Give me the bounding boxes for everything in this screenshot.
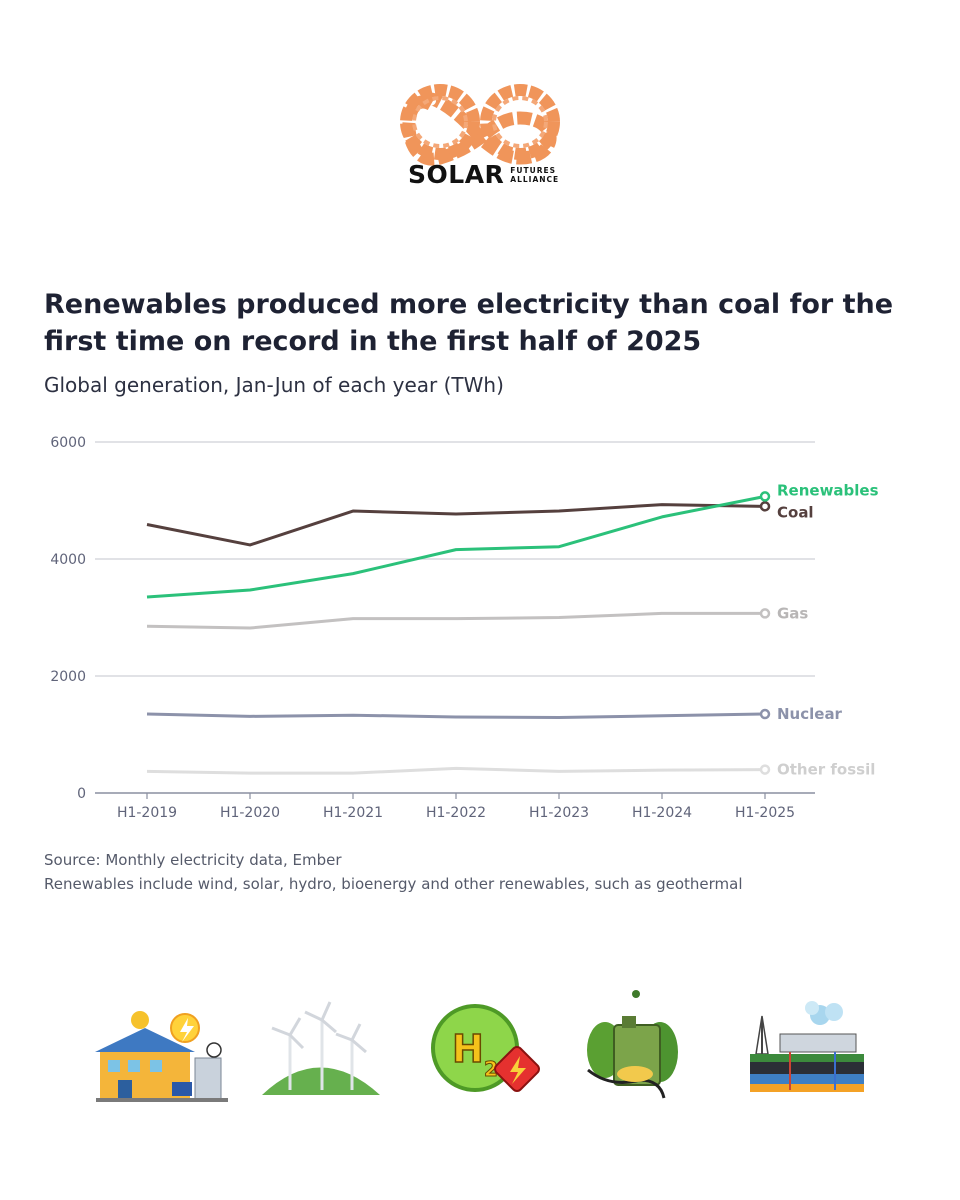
x-tick-label: H1-2023 — [529, 805, 589, 821]
series-end-marker-other-fossil — [759, 764, 771, 775]
series-line-other-fossil — [146, 766, 766, 775]
series-end-marker-nuclear — [759, 708, 771, 720]
x-tick-label: H1-2022 — [426, 805, 486, 821]
solar-house-icon — [95, 1011, 228, 1102]
series-label-renewables: Renewables — [777, 481, 879, 499]
footnote: Renewables include wind, solar, hydro, b… — [44, 875, 743, 893]
x-tick-label: H1-2019 — [117, 805, 177, 821]
brand-name: SOLAR — [408, 160, 505, 189]
geothermal-plant-icon — [750, 1001, 864, 1092]
series-label-nuclear: Nuclear — [777, 705, 843, 723]
series-label-other-fossil: Other fossil — [777, 761, 875, 779]
series-line-gas — [146, 611, 765, 630]
brand-tagline-1: FUTURES — [510, 165, 557, 175]
series-end-marker-coal — [759, 501, 771, 512]
source-note: Source: Monthly electricity data, Ember — [44, 851, 342, 869]
series-line-renewables — [146, 494, 766, 599]
series-end-marker-gas — [759, 608, 771, 619]
x-tick-label: H1-2020 — [220, 805, 280, 821]
series-line-coal — [146, 503, 766, 547]
y-tick-label: 6000 — [50, 435, 86, 451]
brand-wordmark: SOLAR FUTURES ALLIANCE — [408, 160, 559, 189]
brand-tagline: FUTURES ALLIANCE — [510, 166, 559, 184]
energy-icons-row: H 2 — [95, 990, 864, 1102]
biofuel-icon — [587, 990, 678, 1099]
series-label-coal: Coal — [777, 503, 814, 521]
svg-text:H: H — [452, 1027, 484, 1071]
x-tick-label: H1-2024 — [632, 805, 692, 821]
chart-title: Renewables produced more electricity tha… — [44, 289, 894, 357]
chart-notes: Source: Monthly electricity data, Ember … — [44, 848, 744, 896]
chart-subtitle: Global generation, Jan-Jun of each year … — [44, 373, 504, 397]
series-label-gas: Gas — [777, 604, 808, 622]
series-end-marker-renewables — [759, 491, 771, 502]
svg-text:2: 2 — [484, 1057, 498, 1081]
line-chart: 0 2000 4000 6000 H1-2019 H1-2020 H1-2021 H1-202… — [50, 435, 879, 821]
series-line-nuclear — [146, 712, 766, 720]
hydrogen-icon: H 2 — [431, 1004, 540, 1092]
y-tick-label: 4000 — [50, 552, 86, 568]
wind-turbines-icon — [262, 1001, 380, 1095]
y-tick-label: 2000 — [50, 669, 86, 685]
x-tick-label: H1-2025 — [735, 805, 795, 821]
y-tick-label: 0 — [77, 786, 86, 802]
logo-infinity-icon — [400, 84, 560, 166]
x-tick-label: H1-2021 — [323, 805, 383, 821]
brand-tagline-2: ALLIANCE — [510, 174, 560, 184]
